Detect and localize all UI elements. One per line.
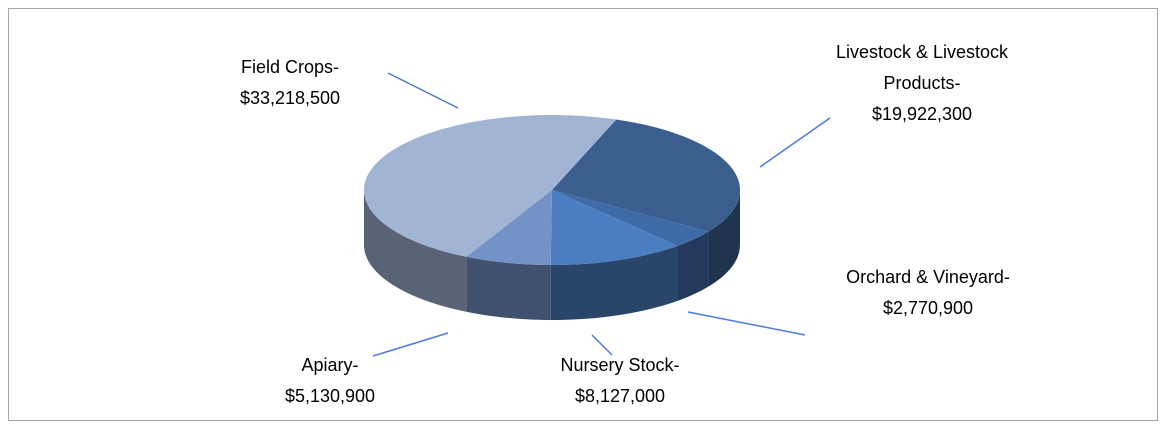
data-label-category: Nursery Stock- — [560, 355, 680, 375]
data-label-category: Field Crops- — [240, 57, 340, 77]
pie-slice-side — [466, 256, 551, 320]
leader-line — [591, 334, 613, 356]
pie-slice-side — [708, 190, 740, 287]
leader-line — [687, 311, 806, 336]
pie-slice — [466, 190, 552, 265]
leader-line — [387, 72, 459, 109]
data-label-value: $33,218,500 — [239, 88, 341, 108]
pie-slice — [550, 190, 678, 265]
pie-slice — [364, 115, 617, 257]
data-label-category: Livestock & Livestock Products- — [835, 42, 1009, 93]
leader-line — [759, 117, 831, 168]
data-label-category: Orchard & Vineyard- — [846, 267, 1010, 287]
data-label: Orchard & Vineyard- $2,770,900 — [798, 262, 1058, 324]
data-label-value: $5,130,900 — [284, 386, 376, 406]
pie-slice — [552, 119, 740, 232]
data-label-category: Apiary- — [301, 355, 359, 375]
data-label-value: $2,770,900 — [882, 298, 974, 318]
data-label: Livestock & Livestock Products- $19,922,3… — [833, 37, 1011, 130]
pie-slice-side — [364, 190, 467, 312]
data-label: Nursery Stock- $8,127,000 — [510, 350, 730, 412]
pie-slice-side — [677, 231, 709, 301]
data-label-value: $8,127,000 — [574, 386, 666, 406]
data-label: Apiary- $5,130,900 — [230, 350, 430, 412]
data-label-value: $19,922,300 — [871, 104, 973, 124]
pie-slice — [552, 190, 709, 246]
data-label: Field Crops- $33,218,500 — [180, 52, 400, 114]
pie-slice-side — [550, 245, 678, 320]
leader-line — [372, 332, 449, 357]
